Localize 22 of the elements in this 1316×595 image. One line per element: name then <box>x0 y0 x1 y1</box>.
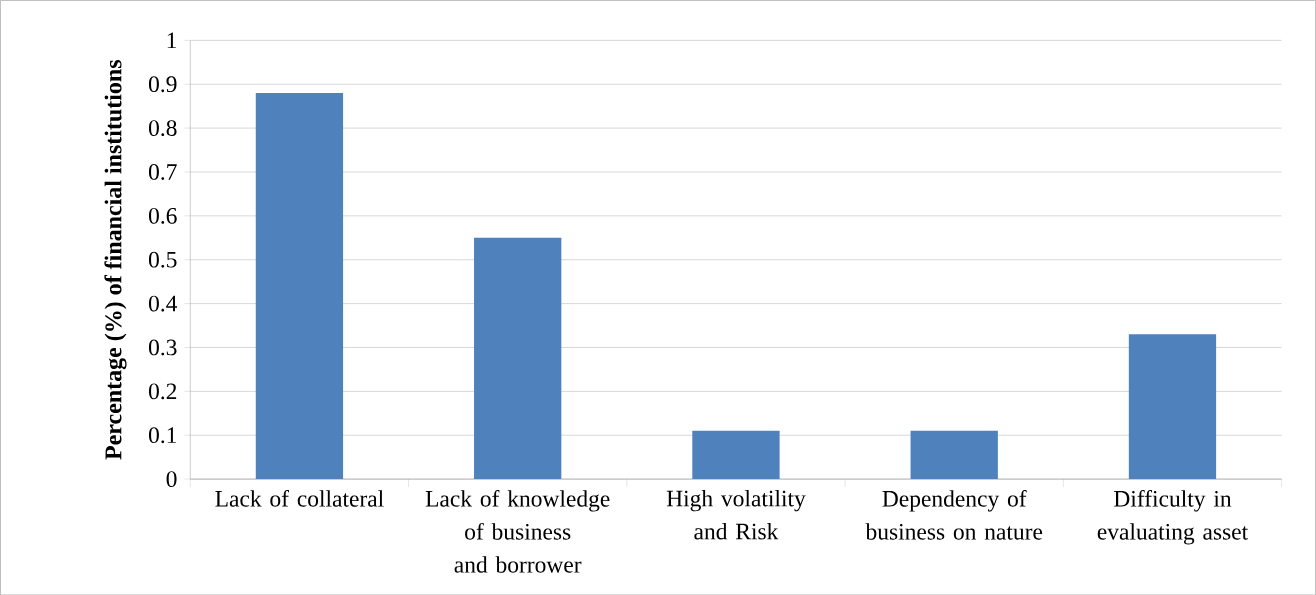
x-tick-label: High volatility and Risk <box>666 489 806 540</box>
bar <box>255 92 344 479</box>
y-tick-label: 0.8 <box>148 119 177 136</box>
x-tick-label: Lack of collateral <box>215 489 384 507</box>
x-tick-label: Dependency of business on nature <box>865 489 1043 540</box>
bar <box>910 430 998 479</box>
y-tick-label: 0.4 <box>148 295 178 312</box>
y-tick-label: 0.7 <box>148 163 177 180</box>
bar <box>692 430 780 479</box>
bar <box>474 237 562 479</box>
y-tick-label: 0.1 <box>148 427 177 443</box>
y-tick-label: 0.9 <box>148 76 177 93</box>
y-tick-label: 0.6 <box>148 207 177 224</box>
y-axis-title: Percentage (%) of financial institutions <box>104 59 127 460</box>
x-tick-label: Lack of knowledge of business and borrower <box>425 489 610 573</box>
y-tick-label: 0.5 <box>148 251 177 268</box>
bar <box>1128 334 1217 479</box>
y-tick-label: 0 <box>166 470 177 487</box>
y-tick-label: 0.3 <box>148 339 177 356</box>
y-tick-label: 1 <box>167 32 177 48</box>
x-tick-label: Difficulty in evaluating asset <box>1097 489 1248 545</box>
y-tick-label: 0.2 <box>148 383 177 400</box>
